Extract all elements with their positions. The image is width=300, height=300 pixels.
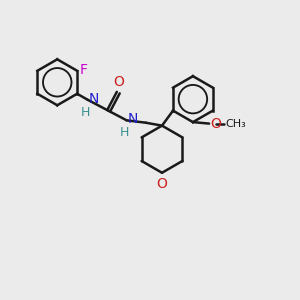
Text: O: O [157, 177, 167, 191]
Text: H: H [80, 106, 90, 118]
Text: N: N [128, 112, 138, 127]
Text: F: F [80, 63, 88, 76]
Text: CH₃: CH₃ [226, 118, 246, 129]
Text: O: O [211, 117, 221, 130]
Text: N: N [88, 92, 99, 106]
Text: H: H [120, 126, 129, 139]
Text: O: O [113, 75, 124, 89]
